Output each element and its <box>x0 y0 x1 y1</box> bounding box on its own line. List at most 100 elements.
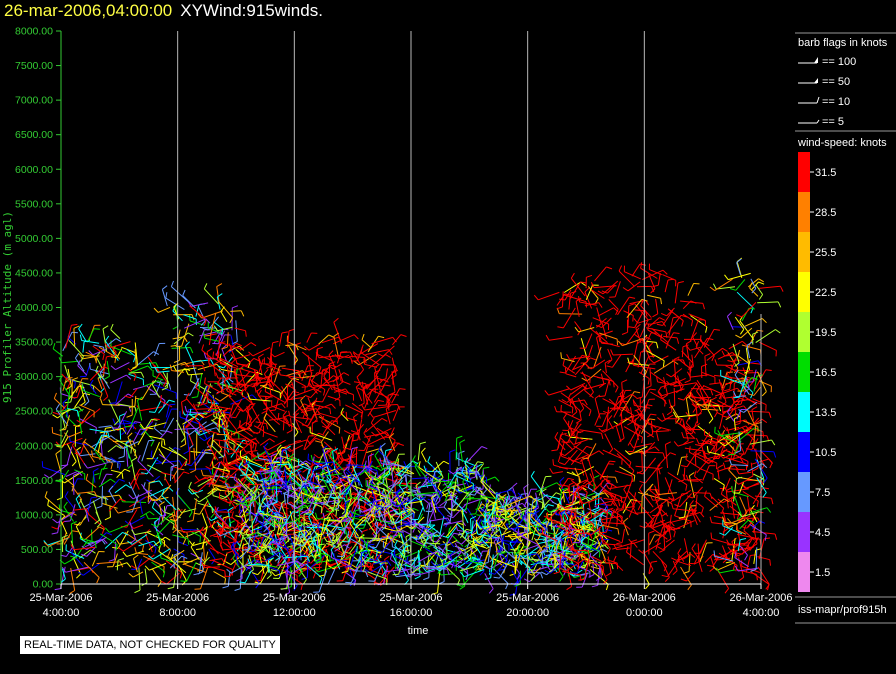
wind-barb-flag <box>193 512 200 515</box>
wind-barb-flag <box>547 504 554 507</box>
wind-barb-flag <box>261 410 268 414</box>
wind-barb <box>345 404 363 414</box>
wind-barb <box>298 506 301 529</box>
wind-barb-flag <box>468 493 475 496</box>
wind-barb <box>604 380 610 397</box>
wind-barb-flag <box>181 398 188 403</box>
wind-barb-flag <box>382 379 389 383</box>
wind-barb-flag <box>605 572 612 577</box>
wind-barb-flag <box>205 465 212 470</box>
wind-barb-flag <box>213 325 218 331</box>
wind-barb <box>545 552 557 557</box>
wind-barb-flag <box>352 435 354 442</box>
wind-barb-flag <box>434 540 440 545</box>
wind-barb-flag <box>204 377 206 384</box>
wind-barb <box>258 357 263 374</box>
wind-barb-flag <box>591 584 598 588</box>
wind-barb <box>346 417 358 422</box>
wind-barb-flag <box>216 520 223 525</box>
wind-barb <box>463 549 478 561</box>
wind-barb-flag <box>100 398 103 405</box>
wind-barb <box>341 498 357 515</box>
wind-barb-flag <box>392 337 397 343</box>
wind-barb-flag <box>290 482 293 489</box>
wind-barb <box>469 546 477 557</box>
wind-barb-flag <box>74 523 81 526</box>
wind-barb-flag <box>303 482 310 487</box>
wind-barb-flag <box>199 526 204 533</box>
wind-barb-flag <box>133 356 136 363</box>
wind-barb <box>382 368 396 387</box>
wind-barb-flag <box>315 512 318 519</box>
wind-barb <box>74 469 85 475</box>
wind-barb-flag <box>480 476 485 482</box>
wind-barb <box>428 479 443 496</box>
wind-barb <box>353 514 367 518</box>
wind-barb-flag <box>571 572 578 574</box>
wind-barb <box>613 400 623 418</box>
wind-barb <box>299 460 311 469</box>
wind-barb <box>123 538 143 552</box>
wind-barb <box>201 310 224 319</box>
wind-barb <box>188 373 203 376</box>
wind-barb-flag <box>376 470 379 477</box>
wind-barb-flag <box>78 323 83 330</box>
wind-barb-flag <box>313 566 319 573</box>
wind-barb-flag <box>255 438 260 444</box>
wind-barb <box>575 532 590 535</box>
wind-barb-flag <box>468 496 475 499</box>
wind-barb-flag <box>169 364 172 371</box>
wind-barb-flag <box>589 532 593 539</box>
wind-barb <box>315 496 329 500</box>
wind-barb <box>258 508 269 518</box>
wind-barb-flag <box>587 482 594 487</box>
wind-barb <box>322 387 330 403</box>
wind-barb <box>186 411 203 414</box>
wind-barb <box>417 531 438 540</box>
wind-barb-flag <box>170 344 177 347</box>
wind-barb <box>190 552 201 559</box>
wind-barb <box>339 351 351 354</box>
wind-barb-flag <box>110 478 116 483</box>
wind-barb <box>287 341 307 351</box>
wind-barb-flag <box>447 494 454 497</box>
wind-barb-flag <box>101 435 108 438</box>
wind-barb-flag <box>245 455 251 461</box>
wind-barb-flag <box>610 563 614 570</box>
wind-barb <box>243 525 252 534</box>
wind-barb-flag <box>315 408 321 414</box>
wind-barb <box>253 545 269 557</box>
wind-barb <box>55 408 69 426</box>
wind-barb <box>152 442 160 459</box>
wind-barb <box>274 469 283 483</box>
wind-barb-flag <box>561 487 568 491</box>
wind-barb-flag <box>598 383 605 389</box>
wind-barb-flag <box>218 440 221 447</box>
wind-barb-flag <box>454 495 458 502</box>
wind-barb <box>558 554 562 573</box>
wind-barb <box>137 351 154 366</box>
wind-barb <box>235 320 238 342</box>
wind-barb-flag <box>307 542 313 548</box>
wind-barb <box>280 374 304 379</box>
wind-barb-flag <box>158 380 163 386</box>
wind-barb <box>585 520 603 527</box>
wind-barb <box>264 524 275 543</box>
wind-barb <box>287 439 308 446</box>
wind-barb-flag <box>218 381 222 388</box>
wind-barb-flag <box>307 453 309 460</box>
wind-barb <box>367 509 375 522</box>
wind-barb-flag <box>365 556 371 561</box>
wind-barb-flag <box>579 493 586 495</box>
wind-barb <box>73 546 97 551</box>
wind-barb <box>200 567 209 590</box>
wind-barb <box>301 351 322 368</box>
wind-barb <box>391 467 394 485</box>
wind-barb-flag <box>382 499 387 505</box>
wind-barb <box>388 437 396 452</box>
wind-barb <box>134 530 152 536</box>
wind-barb-flag <box>269 492 276 497</box>
wind-barb-flag <box>147 555 154 560</box>
wind-barb <box>453 492 469 512</box>
wind-barb-flag <box>447 514 454 519</box>
